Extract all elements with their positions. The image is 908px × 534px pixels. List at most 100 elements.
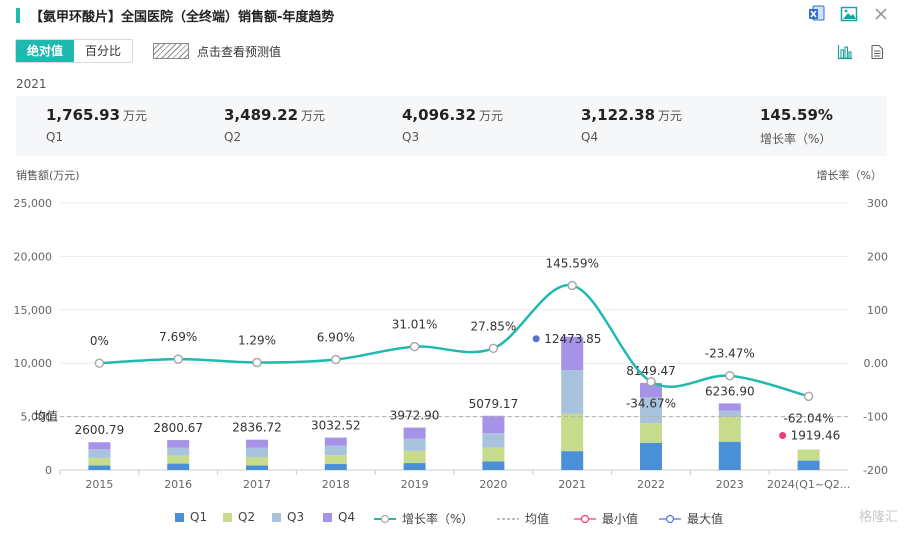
bar-q2 <box>246 456 268 466</box>
growth-point <box>331 354 341 365</box>
image-export-icon[interactable] <box>840 5 858 23</box>
growth-point <box>409 341 420 352</box>
growth-data-label: 1.29% <box>238 334 276 348</box>
bar-q4 <box>246 439 268 448</box>
x-tick-label: 2024(Q1~Q2... <box>767 478 850 491</box>
x-tick-label: 2018 <box>322 478 350 491</box>
bar-chart-view-icon[interactable] <box>836 43 854 61</box>
absolute-value-button[interactable]: 绝对值 <box>16 40 75 62</box>
bar-q2 <box>167 455 190 464</box>
growth-point <box>173 354 183 364</box>
growth-point <box>94 358 105 368</box>
legend-swatch <box>223 512 232 522</box>
bar-q1 <box>640 442 662 470</box>
legend-average[interactable]: 均值 <box>497 510 549 527</box>
legend-q1[interactable]: Q1 <box>175 510 207 524</box>
bar-q3 <box>246 447 268 457</box>
growth-rate-line <box>99 284 809 398</box>
legend-label: 增长率（%） <box>402 512 474 526</box>
bar-q3 <box>718 410 741 418</box>
x-tick-label: 2017 <box>243 478 271 491</box>
mode-toggle: 绝对值 百分比 <box>15 39 134 63</box>
stat-value: 3,489.22 <box>224 106 299 124</box>
bar-q2 <box>718 417 741 442</box>
x-tick-label: 2019 <box>401 478 429 491</box>
forecast-toggle[interactable]: 点击查看预测值 <box>153 43 281 60</box>
growth-data-label: 31.01% <box>392 318 438 332</box>
legend-min[interactable]: 最小值 <box>574 510 638 527</box>
legend-max[interactable]: 最大值 <box>659 510 723 527</box>
bar-q1 <box>167 463 190 470</box>
legend-growth[interactable]: 增长率（%） <box>374 510 473 527</box>
stat-growth: 145.59% 增长率（%） <box>760 106 833 147</box>
bar-q4 <box>640 382 662 398</box>
bar-q3 <box>561 370 584 414</box>
legend-q3[interactable]: Q3 <box>272 510 304 524</box>
bar-q3 <box>167 447 190 456</box>
total-data-label: 3972.90 <box>390 409 440 423</box>
legend-label: 最大值 <box>687 512 724 526</box>
y-left-tick-label: 5,000 <box>21 411 53 424</box>
growth-point <box>567 280 577 291</box>
growth-data-label: -62.04% <box>784 411 834 425</box>
bar-q3 <box>403 438 426 451</box>
bar-q3 <box>88 449 111 458</box>
bar-q2 <box>561 413 584 452</box>
legend-swatch <box>175 512 184 522</box>
bar-q4 <box>324 437 347 446</box>
growth-data-label: -23.47% <box>705 347 755 361</box>
growth-data-label: 27.85% <box>471 319 517 333</box>
bar-q1 <box>561 451 584 470</box>
bar-q1 <box>324 464 347 470</box>
stat-label: Q1 <box>46 130 64 144</box>
stat-unit: 万元 <box>479 109 504 123</box>
y-left-tick-label: 20,000 <box>14 250 53 263</box>
percent-button[interactable]: 百分比 <box>74 40 133 62</box>
y-right-tick-label: 300 <box>867 197 888 210</box>
watermark-logo: 格隆汇 <box>858 510 898 525</box>
total-data-label: 2800.67 <box>153 421 203 435</box>
excel-export-icon[interactable] <box>808 5 826 23</box>
x-tick-label: 2021 <box>558 478 586 491</box>
max-marker <box>532 335 540 343</box>
legend-q4[interactable]: Q4 <box>323 510 355 524</box>
growth-point <box>646 376 656 387</box>
table-view-icon[interactable] <box>868 43 886 61</box>
left-axis-title: 销售额(万元) <box>16 169 80 182</box>
legend-q2[interactable]: Q2 <box>223 510 255 524</box>
total-data-label: 5079.17 <box>469 397 519 411</box>
stat-unit: 万元 <box>123 109 148 123</box>
stat-label: Q4 <box>581 130 599 144</box>
bar-q1 <box>403 463 426 470</box>
stat-value: 1,765.93 <box>46 106 121 124</box>
max-data-label: 12473.85 <box>544 332 601 346</box>
x-tick-label: 2015 <box>85 478 113 491</box>
growth-point <box>725 370 735 381</box>
growth-point <box>488 343 499 354</box>
bar-q2 <box>797 449 820 461</box>
bar-q4 <box>561 336 584 371</box>
close-icon[interactable] <box>872 5 890 23</box>
y-right-tick-label: 0.00 <box>864 357 889 370</box>
legend-swatch <box>659 514 681 523</box>
stat-label: Q3 <box>402 130 420 144</box>
bar-q1 <box>246 465 268 470</box>
bar-q4 <box>718 403 741 411</box>
stat-q2: 3,489.22 万元 Q2 <box>224 106 325 144</box>
stat-value: 3,122.38 <box>581 106 656 124</box>
min-marker <box>779 432 787 440</box>
bar-q2 <box>482 447 505 462</box>
y-left-tick-label: 25,000 <box>14 197 53 210</box>
stat-q4: 3,122.38 万元 Q4 <box>581 106 682 144</box>
bar-q2 <box>88 457 111 466</box>
x-tick-label: 2020 <box>479 478 507 491</box>
x-tick-label: 2023 <box>716 478 744 491</box>
legend-swatch <box>497 517 519 520</box>
bar-q2 <box>640 423 662 443</box>
growth-data-label: 145.59% <box>546 256 599 270</box>
bar-q1 <box>88 465 111 470</box>
stat-label: 增长率（%） <box>760 132 832 146</box>
total-data-label: 2600.79 <box>75 423 125 437</box>
forecast-label: 点击查看预测值 <box>197 44 282 59</box>
